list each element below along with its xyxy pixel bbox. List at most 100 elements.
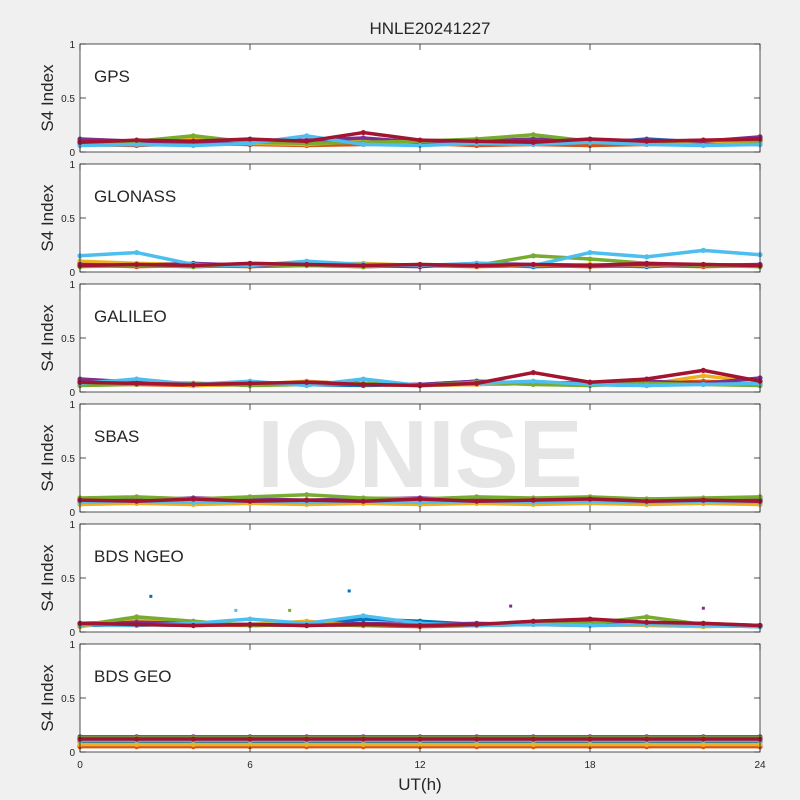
series-6 bbox=[77, 496, 763, 504]
y-axis-label: S4 Index bbox=[38, 424, 57, 492]
panel-0: 0 0.5 1 GPS S4 Index bbox=[38, 40, 763, 159]
series-segment bbox=[588, 495, 649, 501]
series-segment bbox=[644, 498, 706, 503]
series-segment bbox=[474, 501, 536, 507]
outlier-point bbox=[288, 608, 292, 612]
plot-area bbox=[80, 644, 760, 752]
series-segment bbox=[474, 498, 536, 503]
panel-5: 0 0.5 1 BDS GEO S4 Index bbox=[38, 640, 763, 759]
series-segment bbox=[701, 368, 762, 383]
series-segment bbox=[248, 622, 309, 628]
panel-2: 0 0.5 1 GALILEO S4 Index bbox=[38, 280, 763, 399]
series-segment bbox=[191, 261, 252, 268]
series-segment bbox=[418, 501, 479, 507]
y-tick-label: 1 bbox=[69, 40, 75, 51]
y-tick-label: 0 bbox=[69, 628, 75, 639]
series-segment bbox=[474, 370, 536, 386]
series-2 bbox=[77, 500, 763, 508]
panel-label: BDS GEO bbox=[94, 667, 171, 686]
series-6 bbox=[77, 616, 763, 629]
series-segment bbox=[701, 381, 762, 387]
y-tick-label: 0.5 bbox=[61, 334, 75, 345]
series-5 bbox=[77, 133, 763, 149]
series-segment bbox=[644, 142, 706, 148]
x-tick-label: 24 bbox=[754, 760, 766, 771]
series-segment bbox=[644, 501, 706, 507]
y-tick-label: 0 bbox=[69, 148, 75, 159]
series-segment bbox=[304, 134, 366, 147]
series-segment bbox=[134, 381, 196, 387]
series-segment bbox=[304, 130, 366, 143]
series-segment bbox=[304, 492, 366, 500]
series-segment bbox=[134, 142, 196, 148]
series-segment bbox=[78, 380, 139, 386]
series-segment bbox=[304, 380, 366, 387]
series-segment bbox=[361, 382, 422, 388]
x-tick-label: 18 bbox=[584, 760, 596, 771]
series-segment bbox=[701, 495, 762, 500]
panel-1: 0 0.5 1 GLONASS S4 Index bbox=[38, 160, 763, 279]
y-tick-label: 0 bbox=[69, 508, 75, 519]
series-segment bbox=[304, 622, 366, 628]
panel-label: GALILEO bbox=[94, 307, 167, 326]
series-segment bbox=[134, 138, 196, 143]
series-segment bbox=[304, 614, 366, 626]
x-tick-label: 12 bbox=[414, 760, 426, 771]
series-segment bbox=[531, 379, 592, 387]
series-segment bbox=[134, 497, 196, 503]
watermark-text: IONISE bbox=[257, 401, 582, 508]
series-segment bbox=[644, 620, 706, 626]
series-segment bbox=[588, 261, 649, 268]
panel-label: GPS bbox=[94, 67, 130, 86]
series-segment bbox=[418, 381, 479, 388]
series-segment bbox=[531, 622, 592, 628]
series-6 bbox=[77, 129, 763, 145]
panel-label: GLONASS bbox=[94, 187, 176, 206]
series-segment bbox=[588, 377, 649, 385]
outlier-point bbox=[149, 594, 153, 598]
y-axis-label: S4 Index bbox=[38, 304, 57, 372]
series-segment bbox=[304, 262, 366, 268]
outlier-point bbox=[347, 589, 351, 593]
series-segment bbox=[701, 501, 762, 507]
series-segment bbox=[248, 617, 309, 626]
series-segment bbox=[644, 496, 706, 501]
x-tick-label: 0 bbox=[77, 760, 83, 771]
series-segment bbox=[474, 141, 536, 147]
y-tick-label: 0.5 bbox=[61, 694, 75, 705]
series-segment bbox=[418, 138, 479, 143]
series-segment bbox=[78, 621, 139, 627]
series-segment bbox=[361, 262, 422, 268]
series-segment bbox=[588, 140, 649, 147]
series-segment bbox=[418, 141, 479, 148]
series-segment bbox=[78, 262, 139, 268]
series-segment bbox=[588, 250, 649, 259]
series-segment bbox=[644, 382, 706, 388]
series-6 bbox=[77, 736, 763, 742]
series-segment bbox=[701, 621, 762, 628]
series-segment bbox=[134, 615, 196, 623]
series-6 bbox=[77, 260, 763, 269]
series-segment bbox=[531, 370, 592, 385]
series-segment bbox=[531, 497, 592, 502]
series-segment bbox=[191, 137, 252, 143]
series-segment bbox=[701, 248, 762, 257]
series-segment bbox=[361, 142, 422, 148]
series-segment bbox=[361, 614, 422, 626]
series-segment bbox=[78, 501, 139, 507]
x-axis-label: UT(h) bbox=[398, 775, 441, 794]
series-segment bbox=[304, 501, 366, 507]
series-segment bbox=[78, 495, 139, 500]
series-segment bbox=[191, 617, 252, 626]
y-tick-label: 1 bbox=[69, 280, 75, 291]
series-segment bbox=[588, 497, 649, 503]
series-segment bbox=[701, 498, 762, 503]
x-tick-labels: 0 6 12 18 24 bbox=[77, 760, 766, 771]
series-segment bbox=[134, 501, 196, 507]
series-segment bbox=[531, 262, 592, 268]
series-segment bbox=[644, 622, 706, 628]
y-axis-label: S4 Index bbox=[38, 664, 57, 732]
series-segment bbox=[248, 137, 309, 143]
series-segment bbox=[474, 139, 536, 145]
